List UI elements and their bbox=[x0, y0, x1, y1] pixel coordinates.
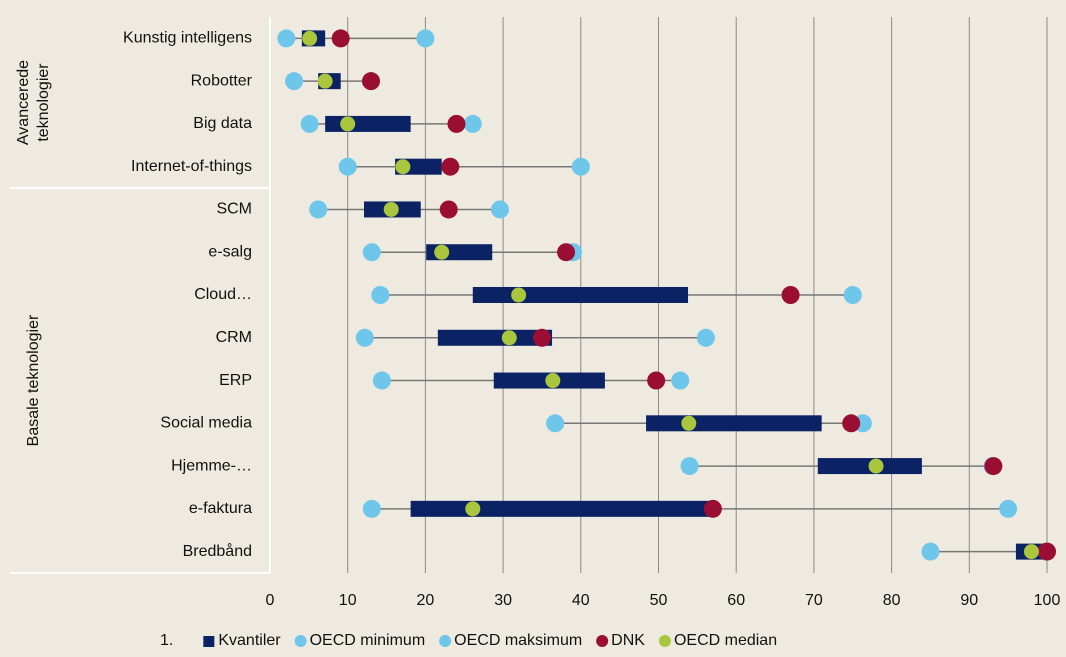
min-dot bbox=[546, 414, 565, 433]
category-label: Robotter bbox=[191, 72, 253, 89]
category-label: CRM bbox=[216, 329, 252, 346]
min-dot bbox=[362, 499, 381, 518]
x-tick-label: 0 bbox=[266, 592, 275, 609]
dnk-dot bbox=[331, 29, 350, 48]
min-dot bbox=[338, 157, 357, 176]
median-dot bbox=[395, 159, 411, 175]
x-tick-label: 100 bbox=[1034, 592, 1061, 609]
category-label: Social media bbox=[160, 415, 252, 432]
median-dot bbox=[317, 73, 333, 89]
x-tick-label: 70 bbox=[805, 592, 823, 609]
dnk-dot bbox=[362, 72, 381, 91]
dnk-dot bbox=[984, 457, 1003, 476]
dnk-dot bbox=[439, 200, 458, 219]
group-label: Avancerede bbox=[15, 60, 32, 145]
category-label: Bredbånd bbox=[183, 542, 252, 560]
legend-label: OECD minimum bbox=[310, 632, 426, 649]
min-dot bbox=[355, 328, 374, 347]
dnk-dot bbox=[842, 414, 861, 433]
legend-swatch bbox=[294, 635, 307, 647]
median-dot bbox=[383, 201, 399, 217]
group-label: teknologier bbox=[35, 63, 52, 142]
x-tick-label: 80 bbox=[883, 592, 901, 609]
dnk-dot bbox=[647, 371, 666, 390]
x-tick-label: 30 bbox=[494, 592, 512, 609]
legend-swatch bbox=[439, 635, 452, 647]
quantile-bar bbox=[410, 500, 710, 517]
median-dot bbox=[511, 287, 527, 303]
max-dot bbox=[696, 328, 715, 347]
min-dot bbox=[372, 371, 391, 390]
max-dot bbox=[490, 200, 509, 219]
max-dot bbox=[999, 499, 1018, 518]
legend-swatch bbox=[203, 636, 215, 647]
min-dot bbox=[309, 200, 328, 219]
category-label: Internet-of-things bbox=[131, 158, 252, 175]
legend-swatch bbox=[596, 635, 609, 647]
min-dot bbox=[285, 72, 304, 91]
category-label: Hjemme-… bbox=[171, 457, 252, 474]
category-label: Big data bbox=[193, 115, 252, 132]
min-dot bbox=[921, 542, 940, 561]
dnk-dot bbox=[1038, 542, 1056, 561]
max-dot bbox=[843, 286, 862, 304]
median-dot bbox=[501, 330, 517, 346]
quantile-bar bbox=[472, 287, 689, 303]
group-label: Basale teknologier bbox=[25, 314, 42, 446]
legend-label: DNK bbox=[611, 632, 645, 649]
category-label: ERP bbox=[219, 372, 252, 389]
x-tick-label: 10 bbox=[339, 592, 357, 609]
x-tick-label: 50 bbox=[650, 592, 668, 609]
dnk-dot bbox=[441, 157, 460, 176]
category-label: SCM bbox=[216, 201, 252, 218]
min-dot bbox=[371, 286, 390, 304]
dnk-dot bbox=[781, 286, 800, 304]
quantile-bar bbox=[646, 415, 822, 432]
legend-label: OECD maksimum bbox=[454, 632, 582, 649]
median-dot bbox=[545, 373, 561, 389]
category-label: Kunstig intelligens bbox=[123, 30, 252, 47]
max-dot bbox=[463, 114, 482, 133]
x-tick-label: 60 bbox=[727, 592, 745, 609]
category-label: e-salg bbox=[208, 243, 252, 260]
max-dot bbox=[571, 157, 590, 176]
max-dot bbox=[671, 371, 690, 390]
median-dot bbox=[434, 244, 450, 260]
x-tick-label: 20 bbox=[417, 592, 435, 609]
dnk-dot bbox=[557, 243, 576, 262]
dnk-dot bbox=[703, 499, 722, 518]
category-label: e-faktura bbox=[189, 500, 252, 517]
median-dot bbox=[868, 458, 884, 474]
quantile-bar bbox=[325, 115, 411, 132]
median-dot bbox=[340, 116, 356, 132]
x-tick-label: 40 bbox=[572, 592, 590, 609]
median-dot bbox=[681, 415, 697, 431]
min-dot bbox=[680, 457, 699, 476]
x-tick-label: 90 bbox=[960, 592, 978, 609]
median-dot bbox=[1023, 544, 1039, 560]
dnk-dot bbox=[532, 328, 551, 347]
min-dot bbox=[277, 29, 296, 48]
max-dot bbox=[416, 29, 435, 48]
min-dot bbox=[300, 114, 319, 133]
legend-prefix: 1. bbox=[160, 632, 173, 649]
legend-label: Kvantiler bbox=[218, 632, 281, 649]
dnk-dot bbox=[447, 114, 466, 133]
quantile-bar bbox=[437, 329, 553, 346]
category-label: Cloud… bbox=[194, 286, 252, 303]
min-dot bbox=[362, 243, 381, 262]
legend-swatch bbox=[658, 635, 671, 647]
legend-label: OECD median bbox=[674, 632, 777, 649]
median-dot bbox=[465, 501, 481, 517]
median-dot bbox=[302, 30, 318, 46]
